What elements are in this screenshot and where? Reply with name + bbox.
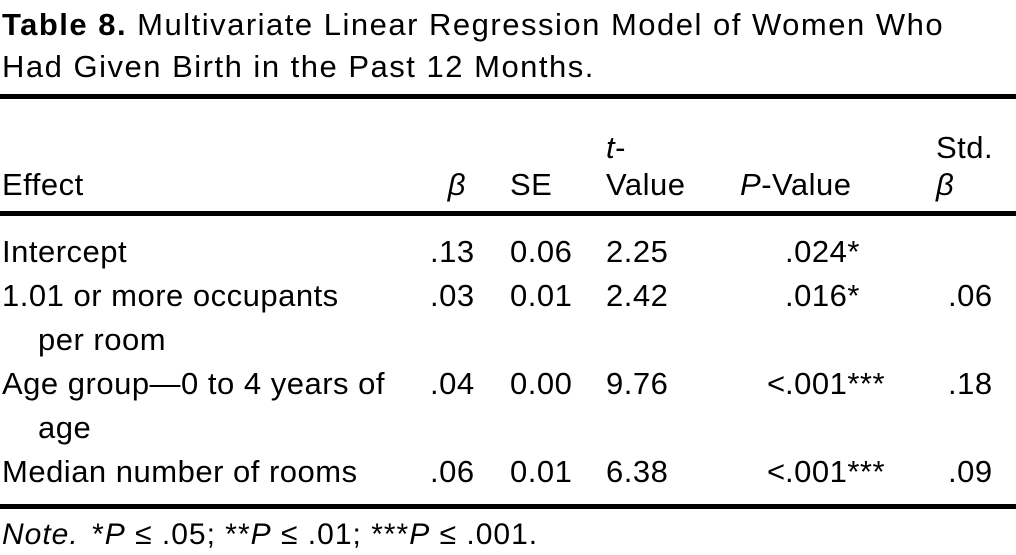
std-beta-cell: .06 (948, 278, 993, 313)
beta-cell: .03 (430, 278, 475, 313)
p-value-cell: .016* (684, 274, 900, 318)
t-value-cell: 2.42 (606, 278, 669, 313)
header-rule-divider (0, 211, 1016, 216)
se-cell: 0.01 (510, 454, 573, 489)
stars-2: ** (225, 518, 251, 551)
header-t-value: t-Value (564, 129, 686, 203)
header-p-rest: -Value (761, 167, 852, 202)
t-value-cell: 2.25 (606, 234, 669, 269)
header-t-rest: -Value (606, 130, 686, 202)
p-symbol-2: P (250, 518, 272, 551)
se-cell: 0.01 (510, 278, 573, 313)
header-se: SE (510, 167, 553, 202)
table-title-line2: Had Given Birth in the Past 12 Months. (2, 49, 595, 84)
table-row-intercept: Intercept .13 0.06 2.25 .024* (0, 230, 1016, 274)
effect-cell: Median number of rooms (0, 450, 430, 494)
threshold-3: ≤ .001. (430, 518, 539, 551)
p-symbol-3: P (409, 518, 431, 551)
significance-level-3: ***P ≤ .001. (371, 518, 538, 551)
table-body: Intercept .13 0.06 2.25 .024* 1.01 or mo… (0, 216, 1016, 494)
header-beta: β (447, 167, 466, 202)
effect-label-line1: 1.01 or more occupants (2, 278, 339, 313)
se-cell: 0.00 (510, 366, 573, 401)
effect-cell: Age group—0 to 4 years of age (0, 362, 430, 450)
beta-cell: .06 (430, 454, 475, 489)
stars-3: *** (371, 518, 410, 551)
t-value-cell: 9.76 (606, 366, 669, 401)
table-row-occupants: 1.01 or more occupants per room .03 0.01… (0, 274, 1016, 362)
table-title: Table 8. Multivariate Linear Regression M… (0, 0, 1016, 88)
header-p-value: P-Value (684, 166, 900, 203)
t-value-cell: 6.38 (606, 454, 669, 489)
significance-level-1: *P ≤ .05; (92, 518, 216, 551)
header-std-line1: Std. (936, 130, 994, 165)
p-number: .001*** (785, 454, 886, 489)
p-number: .024* (785, 234, 860, 269)
effect-cell: Intercept (0, 230, 430, 274)
threshold-1: ≤ .05; (125, 518, 216, 551)
beta-cell: .13 (430, 234, 475, 269)
p-value-cell: <.001*** (684, 362, 900, 406)
effect-cell: 1.01 or more occupants per room (0, 274, 430, 362)
significance-level-2: **P ≤ .01; (225, 518, 362, 551)
header-t-italic: t (606, 130, 616, 165)
table-title-line1: Multivariate Linear Regression Model of … (137, 7, 945, 42)
std-beta-cell: .09 (948, 454, 993, 489)
effect-label-line2: age (38, 410, 92, 445)
effect-label-line2: per room (38, 322, 167, 357)
bottom-rule-divider (0, 504, 1016, 509)
header-effect: Effect (2, 167, 84, 202)
p-value-cell: .024* (684, 230, 900, 274)
header-std-beta: Std. β (900, 129, 1016, 203)
table-row-age-group: Age group—0 to 4 years of age .04 0.00 9… (0, 362, 1016, 450)
table-row-median-rooms: Median number of rooms .06 0.01 6.38 <.0… (0, 450, 1016, 494)
p-symbol-1: P (104, 518, 126, 551)
table-number-label: Table 8. (2, 7, 128, 42)
effect-label: Intercept (2, 234, 128, 269)
table-header-row: Effect β SE t-Value P-Value Std. β (0, 99, 1016, 211)
header-std-line2: β (936, 167, 955, 202)
stars-1: * (92, 518, 105, 551)
top-rule-divider (0, 94, 1016, 99)
header-p-italic: P (740, 167, 762, 202)
effect-label: Median number of rooms (2, 454, 358, 489)
p-prefix: < (767, 366, 786, 401)
p-number: .016* (785, 278, 860, 313)
p-prefix: < (767, 454, 786, 489)
se-cell: 0.06 (510, 234, 573, 269)
effect-label-line1: Age group—0 to 4 years of (2, 366, 386, 401)
beta-cell: .04 (430, 366, 475, 401)
p-value-cell: <.001*** (684, 450, 900, 494)
table-note: Note. *P ≤ .05; **P ≤ .01; ***P ≤ .001. (0, 509, 1016, 553)
p-number: .001*** (785, 366, 886, 401)
note-label: Note. (2, 518, 79, 551)
std-beta-cell: .18 (948, 366, 993, 401)
threshold-2: ≤ .01; (271, 518, 362, 551)
